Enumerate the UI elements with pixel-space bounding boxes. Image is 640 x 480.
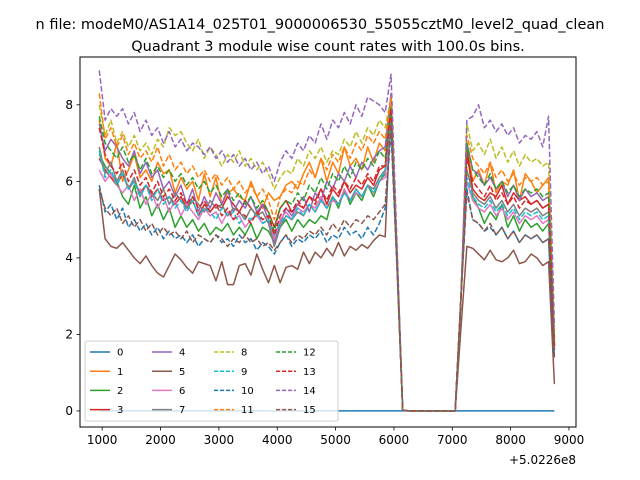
series-line-3	[98, 104, 556, 412]
x-tick-label: 1000	[87, 433, 118, 447]
y-tick-label: 6	[65, 175, 73, 189]
legend-label-1: 1	[117, 367, 123, 378]
figure-suptitle: n file: modeM0/AS1A14_025T01_9000006530_…	[36, 17, 605, 33]
legend-label-12: 12	[303, 348, 316, 359]
series-line-4	[98, 92, 556, 412]
series-line-14	[98, 70, 556, 412]
legend-label-4: 4	[179, 348, 185, 359]
series-line-13	[98, 107, 556, 412]
legend-label-13: 13	[303, 367, 316, 378]
series-line-5	[98, 100, 556, 412]
legend-box	[84, 340, 339, 422]
y-tick-label: 8	[65, 98, 73, 112]
y-tick-label: 2	[65, 328, 73, 342]
x-tick-label: 8000	[495, 433, 526, 447]
series-line-11	[98, 93, 556, 412]
x-tick-label: 9000	[554, 433, 585, 447]
x-tick-label: 6000	[379, 433, 410, 447]
x-tick-label: 3000	[204, 433, 235, 447]
axes-layer: 1000 2000 3000 4000 5000 6000 7000 8000 9000 0 2 4 6…	[65, 98, 584, 447]
x-tick-label: 5000	[320, 433, 351, 447]
legend-label-9: 9	[241, 367, 247, 378]
chart-title: Quadrant 3 module wise count rates with …	[131, 39, 525, 55]
series-line-12	[98, 107, 556, 412]
series-line-15	[98, 123, 556, 412]
legend-label-15: 15	[303, 405, 316, 416]
series-layer	[98, 70, 556, 412]
legend-label-2: 2	[117, 386, 123, 397]
legend-label-6: 6	[179, 386, 185, 397]
y-tick-label: 4	[65, 251, 73, 265]
legend-label-0: 0	[117, 348, 123, 359]
x-offset-label: +5.0226e8	[509, 453, 576, 467]
legend-label-8: 8	[241, 348, 247, 359]
legend-label-11: 11	[241, 405, 254, 416]
x-tick-label: 2000	[145, 433, 176, 447]
x-tick-label: 4000	[262, 433, 293, 447]
legend-label-14: 14	[303, 386, 316, 397]
y-tick-label: 0	[65, 404, 73, 418]
plot-frame	[79, 56, 577, 428]
series-line-8	[98, 96, 556, 412]
legend-label-3: 3	[117, 405, 123, 416]
x-tick-label: 7000	[437, 433, 468, 447]
legend-label-7: 7	[179, 405, 185, 416]
legend-label-5: 5	[179, 367, 185, 378]
series-line-9	[98, 115, 556, 412]
legend-label-10: 10	[241, 386, 254, 397]
